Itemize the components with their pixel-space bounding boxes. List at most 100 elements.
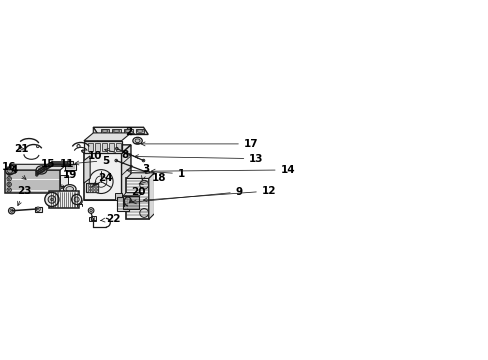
Circle shape bbox=[36, 174, 38, 176]
Polygon shape bbox=[84, 141, 122, 153]
Ellipse shape bbox=[45, 192, 59, 207]
Text: 10: 10 bbox=[81, 150, 102, 161]
Polygon shape bbox=[84, 145, 131, 153]
Polygon shape bbox=[5, 164, 66, 170]
Polygon shape bbox=[148, 173, 154, 219]
Circle shape bbox=[81, 150, 84, 152]
Polygon shape bbox=[84, 153, 122, 201]
Ellipse shape bbox=[137, 130, 143, 132]
Text: 8: 8 bbox=[104, 149, 128, 160]
Bar bbox=[126, 179, 148, 219]
Bar bbox=[87, 190, 89, 192]
Polygon shape bbox=[101, 129, 109, 133]
Circle shape bbox=[50, 198, 53, 201]
Circle shape bbox=[7, 176, 11, 181]
Circle shape bbox=[19, 146, 21, 149]
Polygon shape bbox=[115, 193, 122, 201]
Circle shape bbox=[90, 209, 92, 212]
Circle shape bbox=[140, 208, 148, 217]
Ellipse shape bbox=[6, 168, 15, 175]
Polygon shape bbox=[102, 145, 115, 153]
Polygon shape bbox=[60, 175, 68, 186]
Ellipse shape bbox=[36, 166, 47, 174]
Polygon shape bbox=[126, 173, 154, 179]
Bar bbox=[96, 190, 98, 192]
Text: 9: 9 bbox=[132, 187, 243, 204]
Bar bbox=[96, 187, 98, 189]
Circle shape bbox=[88, 208, 94, 213]
Text: 7: 7 bbox=[0, 359, 1, 360]
Circle shape bbox=[36, 170, 38, 172]
Text: 1: 1 bbox=[126, 168, 185, 179]
Bar bbox=[96, 184, 98, 186]
Circle shape bbox=[7, 182, 11, 186]
Bar bbox=[65, 164, 76, 170]
Circle shape bbox=[7, 171, 11, 175]
Polygon shape bbox=[102, 143, 106, 151]
Ellipse shape bbox=[71, 194, 81, 204]
Circle shape bbox=[10, 209, 13, 212]
Ellipse shape bbox=[125, 130, 131, 132]
Text: 18: 18 bbox=[139, 174, 166, 185]
Text: 20: 20 bbox=[129, 187, 145, 203]
Polygon shape bbox=[93, 127, 98, 141]
Polygon shape bbox=[108, 143, 114, 151]
Bar bbox=[86, 183, 98, 192]
Circle shape bbox=[74, 197, 79, 202]
Text: 16: 16 bbox=[2, 162, 17, 172]
Circle shape bbox=[8, 189, 10, 191]
Circle shape bbox=[77, 200, 81, 203]
Bar bbox=[87, 184, 89, 186]
Text: 3: 3 bbox=[142, 164, 149, 180]
Text: 12: 12 bbox=[143, 186, 276, 202]
Ellipse shape bbox=[63, 185, 76, 193]
Polygon shape bbox=[135, 129, 144, 133]
Text: 23: 23 bbox=[17, 186, 31, 206]
Polygon shape bbox=[95, 143, 100, 151]
Circle shape bbox=[140, 180, 148, 189]
Ellipse shape bbox=[135, 139, 140, 143]
Polygon shape bbox=[112, 129, 121, 133]
Text: 21: 21 bbox=[14, 144, 28, 154]
Circle shape bbox=[8, 184, 10, 185]
Polygon shape bbox=[88, 217, 96, 221]
Circle shape bbox=[48, 196, 56, 203]
Circle shape bbox=[37, 145, 39, 148]
Text: 6: 6 bbox=[0, 359, 1, 360]
Circle shape bbox=[115, 147, 118, 150]
Text: 13: 13 bbox=[134, 154, 263, 164]
Bar bbox=[35, 207, 41, 212]
Text: 24: 24 bbox=[93, 174, 113, 185]
Circle shape bbox=[8, 178, 10, 180]
Bar bbox=[90, 184, 92, 186]
Circle shape bbox=[36, 172, 38, 174]
Ellipse shape bbox=[133, 137, 142, 144]
Ellipse shape bbox=[66, 186, 73, 192]
Polygon shape bbox=[123, 129, 132, 133]
Circle shape bbox=[115, 159, 117, 162]
Circle shape bbox=[130, 165, 132, 167]
Text: 14: 14 bbox=[151, 165, 295, 175]
Circle shape bbox=[8, 208, 15, 214]
Circle shape bbox=[36, 207, 40, 211]
Bar bbox=[93, 187, 95, 189]
Bar bbox=[49, 191, 79, 208]
Bar bbox=[5, 170, 60, 193]
Text: 5: 5 bbox=[75, 156, 109, 166]
Text: 4: 4 bbox=[10, 165, 26, 179]
Polygon shape bbox=[88, 143, 93, 151]
Circle shape bbox=[77, 144, 80, 148]
Circle shape bbox=[8, 172, 10, 174]
Text: 19: 19 bbox=[61, 170, 77, 189]
Polygon shape bbox=[84, 133, 131, 141]
Polygon shape bbox=[123, 193, 142, 196]
Polygon shape bbox=[115, 143, 121, 151]
Bar bbox=[84, 153, 122, 201]
Bar bbox=[93, 184, 95, 186]
Text: 15: 15 bbox=[41, 159, 56, 169]
Circle shape bbox=[95, 176, 106, 187]
Text: 17: 17 bbox=[141, 139, 258, 149]
Text: 11: 11 bbox=[60, 159, 74, 169]
Text: 2: 2 bbox=[125, 127, 135, 137]
Bar bbox=[90, 190, 92, 192]
